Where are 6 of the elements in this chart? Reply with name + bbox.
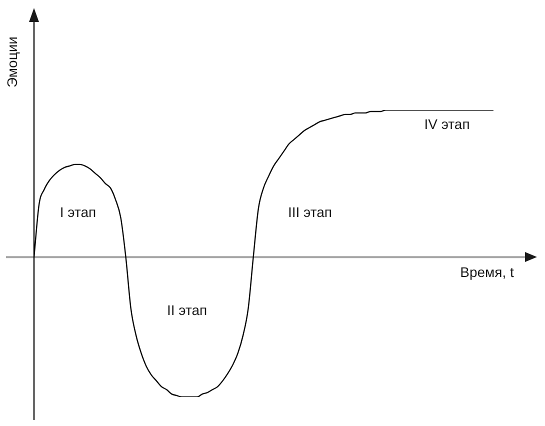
- y-axis-title: Эмоции: [4, 36, 20, 88]
- annotation: I этап: [60, 204, 96, 220]
- annotation: II этап: [166, 302, 208, 318]
- annotation: III этап: [288, 204, 332, 220]
- annotation: IV этап: [424, 116, 470, 132]
- x-axis-title: Время, t: [460, 264, 514, 280]
